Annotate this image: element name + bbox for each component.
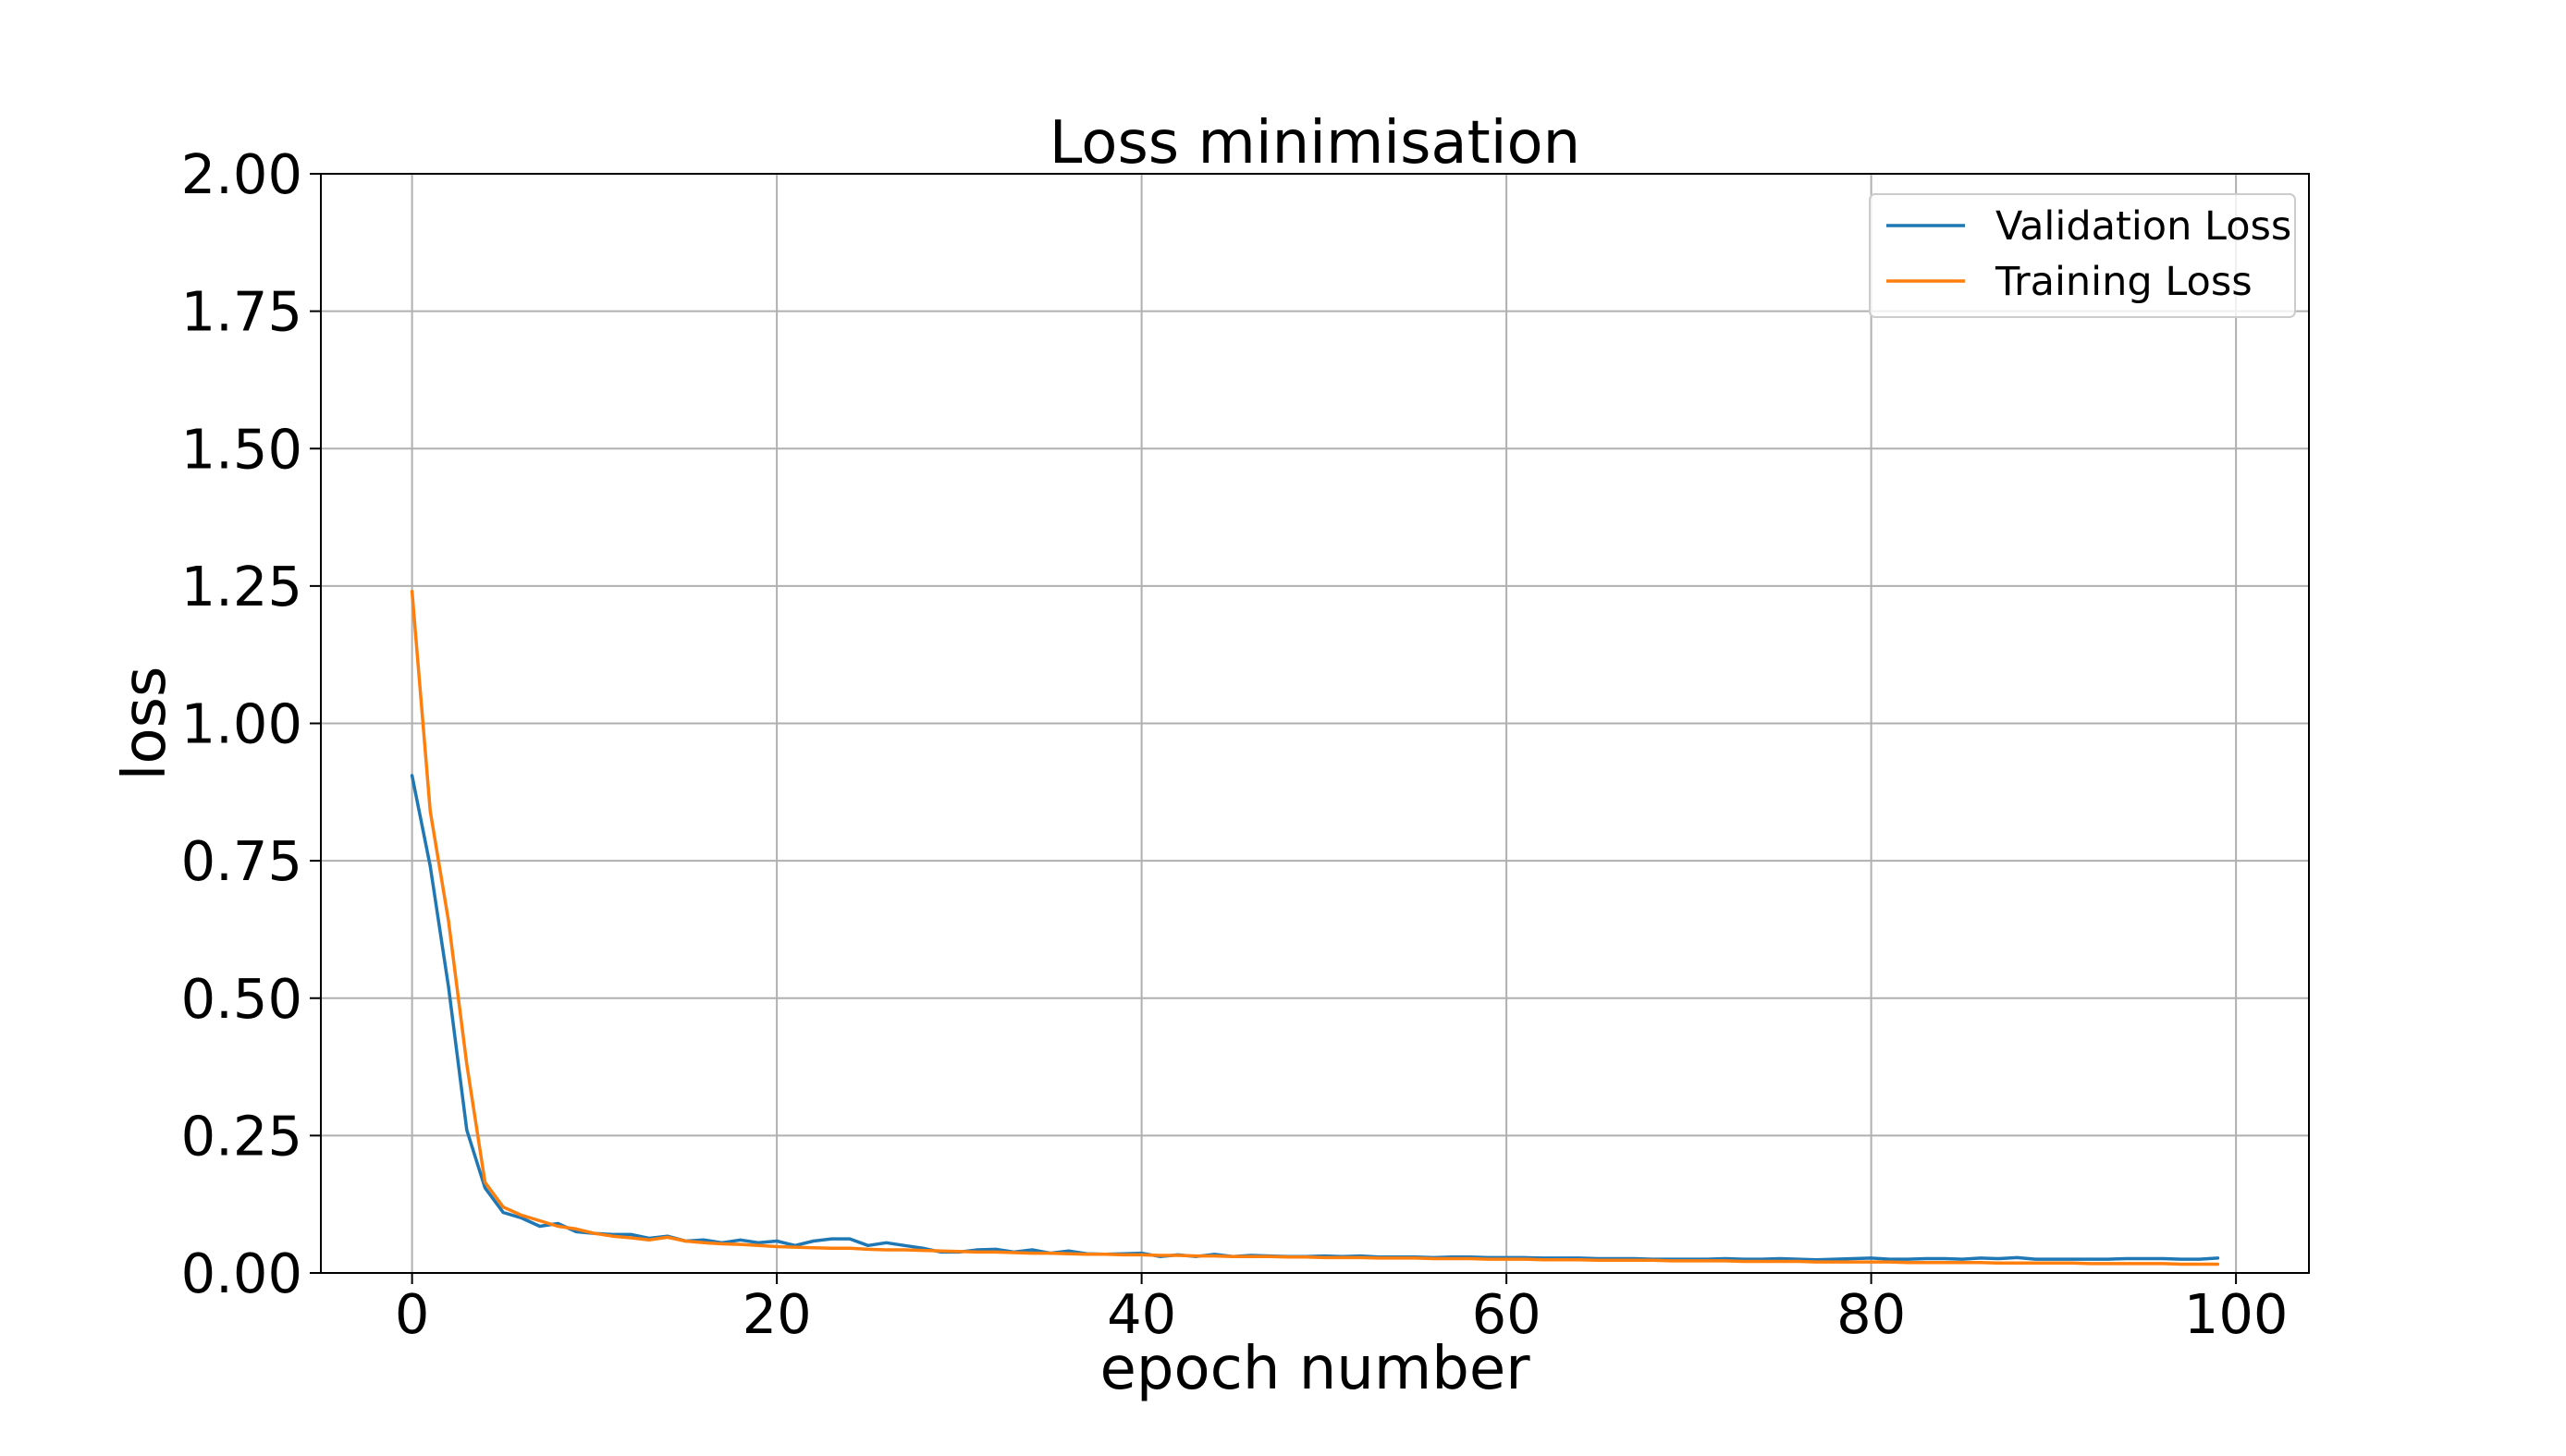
x-axis-label: epoch number — [1099, 1335, 1530, 1403]
x-tick-label: 80 — [1836, 1282, 1906, 1346]
x-tick-label: 60 — [1472, 1282, 1541, 1346]
y-axis-label: loss — [111, 667, 179, 781]
y-tick-label: 2.00 — [181, 142, 302, 206]
y-tick-label: 1.25 — [181, 555, 302, 618]
y-tick-label: 0.75 — [181, 829, 302, 893]
legend-label-training-loss: Training Loss — [1995, 259, 2253, 305]
y-tick-label: 0.25 — [181, 1104, 302, 1168]
legend-box — [1869, 193, 2296, 318]
legend-label-validation-loss: Validation Loss — [1995, 203, 2291, 250]
y-tick-label: 1.75 — [181, 280, 302, 344]
y-tick-label: 1.00 — [181, 692, 302, 756]
series-lines — [410, 590, 2220, 1266]
y-tick-label: 1.50 — [181, 417, 302, 481]
x-tick-label: 0 — [395, 1282, 430, 1346]
y-tick-label: 0.00 — [181, 1242, 302, 1305]
x-tick-label: 40 — [1107, 1282, 1176, 1346]
chart-title: Loss minimisation — [1050, 109, 1580, 177]
x-tick-label: 20 — [743, 1282, 812, 1346]
legend: Validation Loss Training Loss — [1869, 193, 2296, 318]
series-line-training-loss — [410, 590, 2220, 1266]
y-tick-label: 0.50 — [181, 967, 302, 1031]
x-tick-label: 100 — [2184, 1282, 2289, 1346]
axis-ticks: 0 20 40 60 80 100 0.00 0.25 0.50 0.75 1.00 1.25 1.50… — [181, 142, 2289, 1346]
